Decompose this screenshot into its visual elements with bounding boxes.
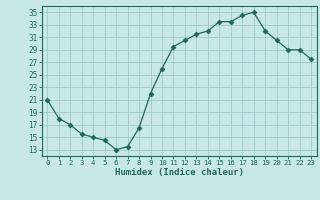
X-axis label: Humidex (Indice chaleur): Humidex (Indice chaleur) (115, 168, 244, 177)
